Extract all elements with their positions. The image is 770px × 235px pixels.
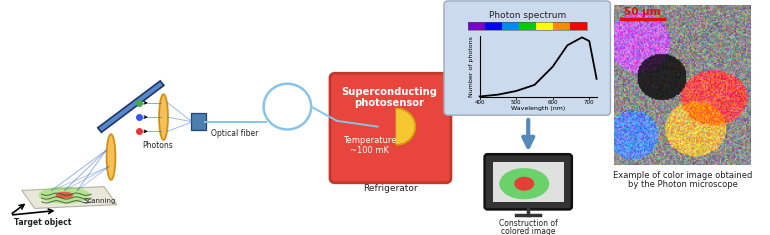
Bar [493, 162, 564, 202]
Bar [570, 22, 587, 31]
Text: Scanning: Scanning [83, 198, 116, 204]
FancyBboxPatch shape [484, 154, 572, 209]
Text: Wavelength (nm): Wavelength (nm) [511, 106, 565, 111]
Text: Superconducting: Superconducting [341, 87, 437, 97]
Polygon shape [397, 109, 415, 145]
Ellipse shape [499, 168, 549, 199]
Text: photosensor: photosensor [354, 98, 424, 108]
Text: Example of color image obtained: Example of color image obtained [613, 171, 752, 180]
Ellipse shape [38, 187, 90, 204]
Text: Photon spectrum: Photon spectrum [489, 12, 566, 20]
Text: 500: 500 [511, 100, 521, 105]
Text: Photons: Photons [142, 141, 173, 150]
Text: 50 μm: 50 μm [624, 7, 661, 17]
Text: 400: 400 [474, 100, 485, 105]
Text: Optical fiber: Optical fiber [211, 129, 259, 138]
Text: by the Photon microscope: by the Photon microscope [628, 180, 738, 189]
Bar [485, 22, 502, 31]
Ellipse shape [55, 192, 73, 199]
Bar [467, 22, 485, 31]
Text: Number of photons: Number of photons [469, 36, 474, 97]
Bar [553, 22, 570, 31]
Ellipse shape [514, 177, 534, 191]
Text: 600: 600 [547, 100, 558, 105]
Bar [536, 22, 553, 31]
Text: ~100 mK: ~100 mK [350, 146, 389, 155]
Ellipse shape [106, 134, 115, 180]
Text: colored image: colored image [501, 227, 555, 235]
Polygon shape [22, 187, 117, 208]
Bar [467, 22, 587, 31]
FancyBboxPatch shape [444, 1, 611, 115]
Polygon shape [98, 81, 164, 132]
FancyBboxPatch shape [330, 73, 451, 183]
Text: Target object: Target object [14, 218, 72, 227]
Text: Construction of: Construction of [499, 219, 557, 228]
Text: Refrigerator: Refrigerator [363, 184, 418, 193]
Ellipse shape [159, 94, 168, 140]
Text: 700: 700 [584, 100, 594, 105]
Text: Temperature: Temperature [343, 136, 397, 145]
Bar [502, 22, 519, 31]
Bar [519, 22, 536, 31]
FancyBboxPatch shape [191, 113, 206, 130]
